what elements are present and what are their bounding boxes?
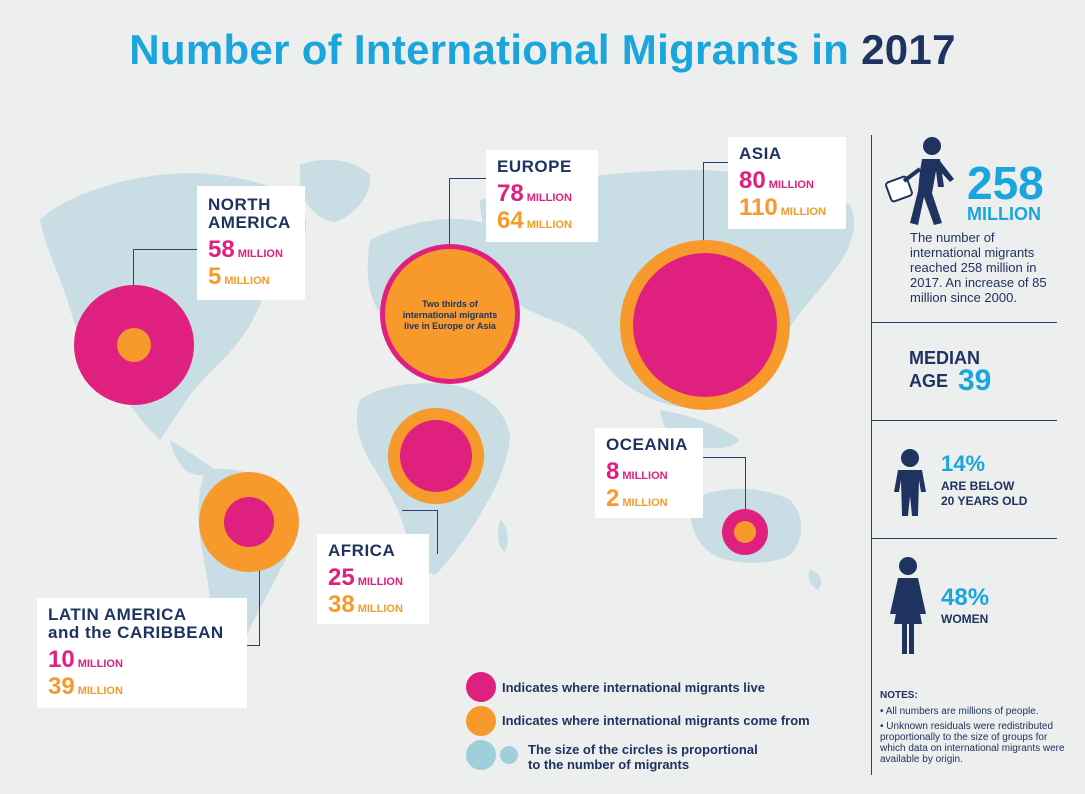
card-latin-america: LATIN AMERICA and the CARIBBEAN 10 MILLIO… — [37, 598, 247, 708]
unit: MILLION — [237, 248, 283, 260]
europe-origin-circle — [385, 249, 515, 379]
card-europe: EUROPE 78 MILLION 64 MILLION — [486, 150, 598, 242]
women-percent: 48% — [941, 584, 990, 611]
total-migrants-unit: MILLION — [967, 204, 1041, 224]
child-icon — [894, 449, 926, 516]
unit: MILLION — [526, 219, 572, 231]
origin-value: 2 — [606, 485, 620, 512]
total-migrants-value: 258 — [967, 157, 1044, 209]
median-age-label: MEDIAN — [909, 348, 980, 368]
sidebar-divider — [871, 420, 1057, 421]
unit: MILLION — [77, 658, 123, 670]
asia-live-circle — [633, 253, 777, 397]
card-north-america: NORTH AMERICA 58 MILLION 5 MILLION — [197, 186, 305, 300]
region-name: LATIN AMERICA — [48, 605, 187, 624]
sidebar-divider — [871, 322, 1057, 323]
median-age-label: AGE — [909, 371, 949, 391]
card-africa: AFRICA 25 MILLION 38 MILLION — [317, 534, 429, 624]
origin-value: 38 — [328, 591, 355, 618]
live-value: 10 — [48, 646, 75, 673]
sidebar-divider — [871, 538, 1057, 539]
origin-value: 64 — [497, 207, 524, 234]
legend-size-text: to the number of migrants — [528, 757, 690, 772]
region-name: and the CARIBBEAN — [48, 623, 224, 642]
region-name: AFRICA — [328, 541, 396, 560]
unit: MILLION — [357, 576, 403, 588]
unit: MILLION — [622, 470, 668, 482]
children-label: 20 YEARS OLD — [941, 494, 1028, 508]
unit: MILLION — [357, 603, 403, 615]
latin-america-live-circle — [224, 497, 274, 547]
leader-oceania — [700, 457, 746, 513]
unit: MILLION — [224, 275, 270, 287]
origin-value: 39 — [48, 673, 75, 700]
live-value: 78 — [497, 180, 524, 207]
region-name: NORTH — [208, 195, 271, 214]
origin-value: 110 — [739, 194, 778, 221]
live-value: 8 — [606, 458, 620, 485]
notes-title: NOTES: — [880, 690, 918, 701]
stats-sidebar — [871, 135, 1085, 775]
unit: MILLION — [622, 497, 668, 509]
unit: MILLION — [77, 685, 123, 697]
oceania-origin-circle — [734, 521, 756, 543]
legend-size-dot-large — [466, 740, 496, 770]
unit: MILLION — [768, 179, 814, 191]
live-value: 25 — [328, 564, 355, 591]
card-oceania: OCEANIA 8 MILLION 2 MILLION — [595, 428, 703, 518]
woman-icon — [890, 557, 926, 654]
unit: MILLION — [526, 192, 572, 204]
live-value: 80 — [739, 167, 766, 194]
region-name: ASIA — [739, 144, 782, 163]
live-value: 58 — [208, 236, 235, 263]
region-name: EUROPE — [497, 157, 572, 176]
legend-size-dot-small — [500, 746, 518, 764]
africa-live-circle — [400, 420, 472, 492]
leader-asia — [703, 162, 732, 245]
notes-item: • All numbers are millions of people. — [880, 706, 1039, 717]
notes: NOTES: • All numbers are millions of peo… — [880, 690, 1075, 769]
women-label: WOMEN — [941, 612, 989, 626]
page-title: Number of International Migrants in 2017 — [0, 26, 1085, 74]
region-name: OCEANIA — [606, 435, 688, 454]
children-label: ARE BELOW — [941, 479, 1015, 493]
europe-circle-note: Two thirds of international migrants liv… — [402, 299, 498, 331]
leader-europe — [449, 178, 490, 257]
card-asia: ASIA 80 MILLION 110 MILLION — [728, 137, 846, 229]
legend-live-dot — [466, 672, 496, 702]
notes-item: • Unknown residuals were redistributed p… — [880, 721, 1065, 765]
legend-live-text: Indicates where international migrants l… — [502, 680, 765, 695]
leader-africa — [402, 510, 438, 554]
title-text: Number of International Migrants in — [129, 26, 850, 73]
children-percent: 14% — [941, 451, 986, 476]
unit: MILLION — [780, 206, 826, 218]
total-migrants-description: The number of international migrants rea… — [910, 230, 1047, 305]
legend-origin-dot — [466, 706, 496, 736]
legend-size-text: The size of the circles is proportional — [528, 742, 758, 757]
median-age-value: 39 — [958, 364, 992, 397]
origin-value: 5 — [208, 263, 222, 290]
walking-migrant-icon — [885, 137, 954, 225]
legend-origin-text: Indicates where international migrants c… — [502, 713, 810, 728]
region-name: AMERICA — [208, 213, 291, 232]
title-year: 2017 — [861, 26, 956, 73]
north-america-origin-circle — [117, 328, 151, 362]
